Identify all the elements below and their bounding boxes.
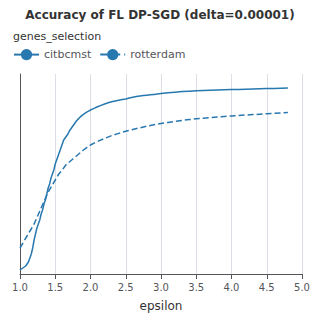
svg-text:rotterdam: rotterdam <box>130 48 185 61</box>
svg-text:citbcmst: citbcmst <box>44 48 92 61</box>
svg-text:genes_selection: genes_selection <box>13 30 101 43</box>
svg-text:epsilon: epsilon <box>140 299 183 313</box>
svg-text:4.5: 4.5 <box>259 282 275 293</box>
svg-text:2.5: 2.5 <box>118 282 134 293</box>
svg-text:4.0: 4.0 <box>224 282 240 293</box>
svg-text:1.5: 1.5 <box>47 282 63 293</box>
svg-text:5.0: 5.0 <box>294 282 310 293</box>
svg-text:Accuracy of FL DP-SGD (delta=0: Accuracy of FL DP-SGD (delta=0.00001) <box>25 8 294 22</box>
svg-text:2.0: 2.0 <box>83 282 99 293</box>
svg-text:3.5: 3.5 <box>188 282 204 293</box>
svg-text:1.0: 1.0 <box>12 282 28 293</box>
svg-text:3.0: 3.0 <box>153 282 169 293</box>
